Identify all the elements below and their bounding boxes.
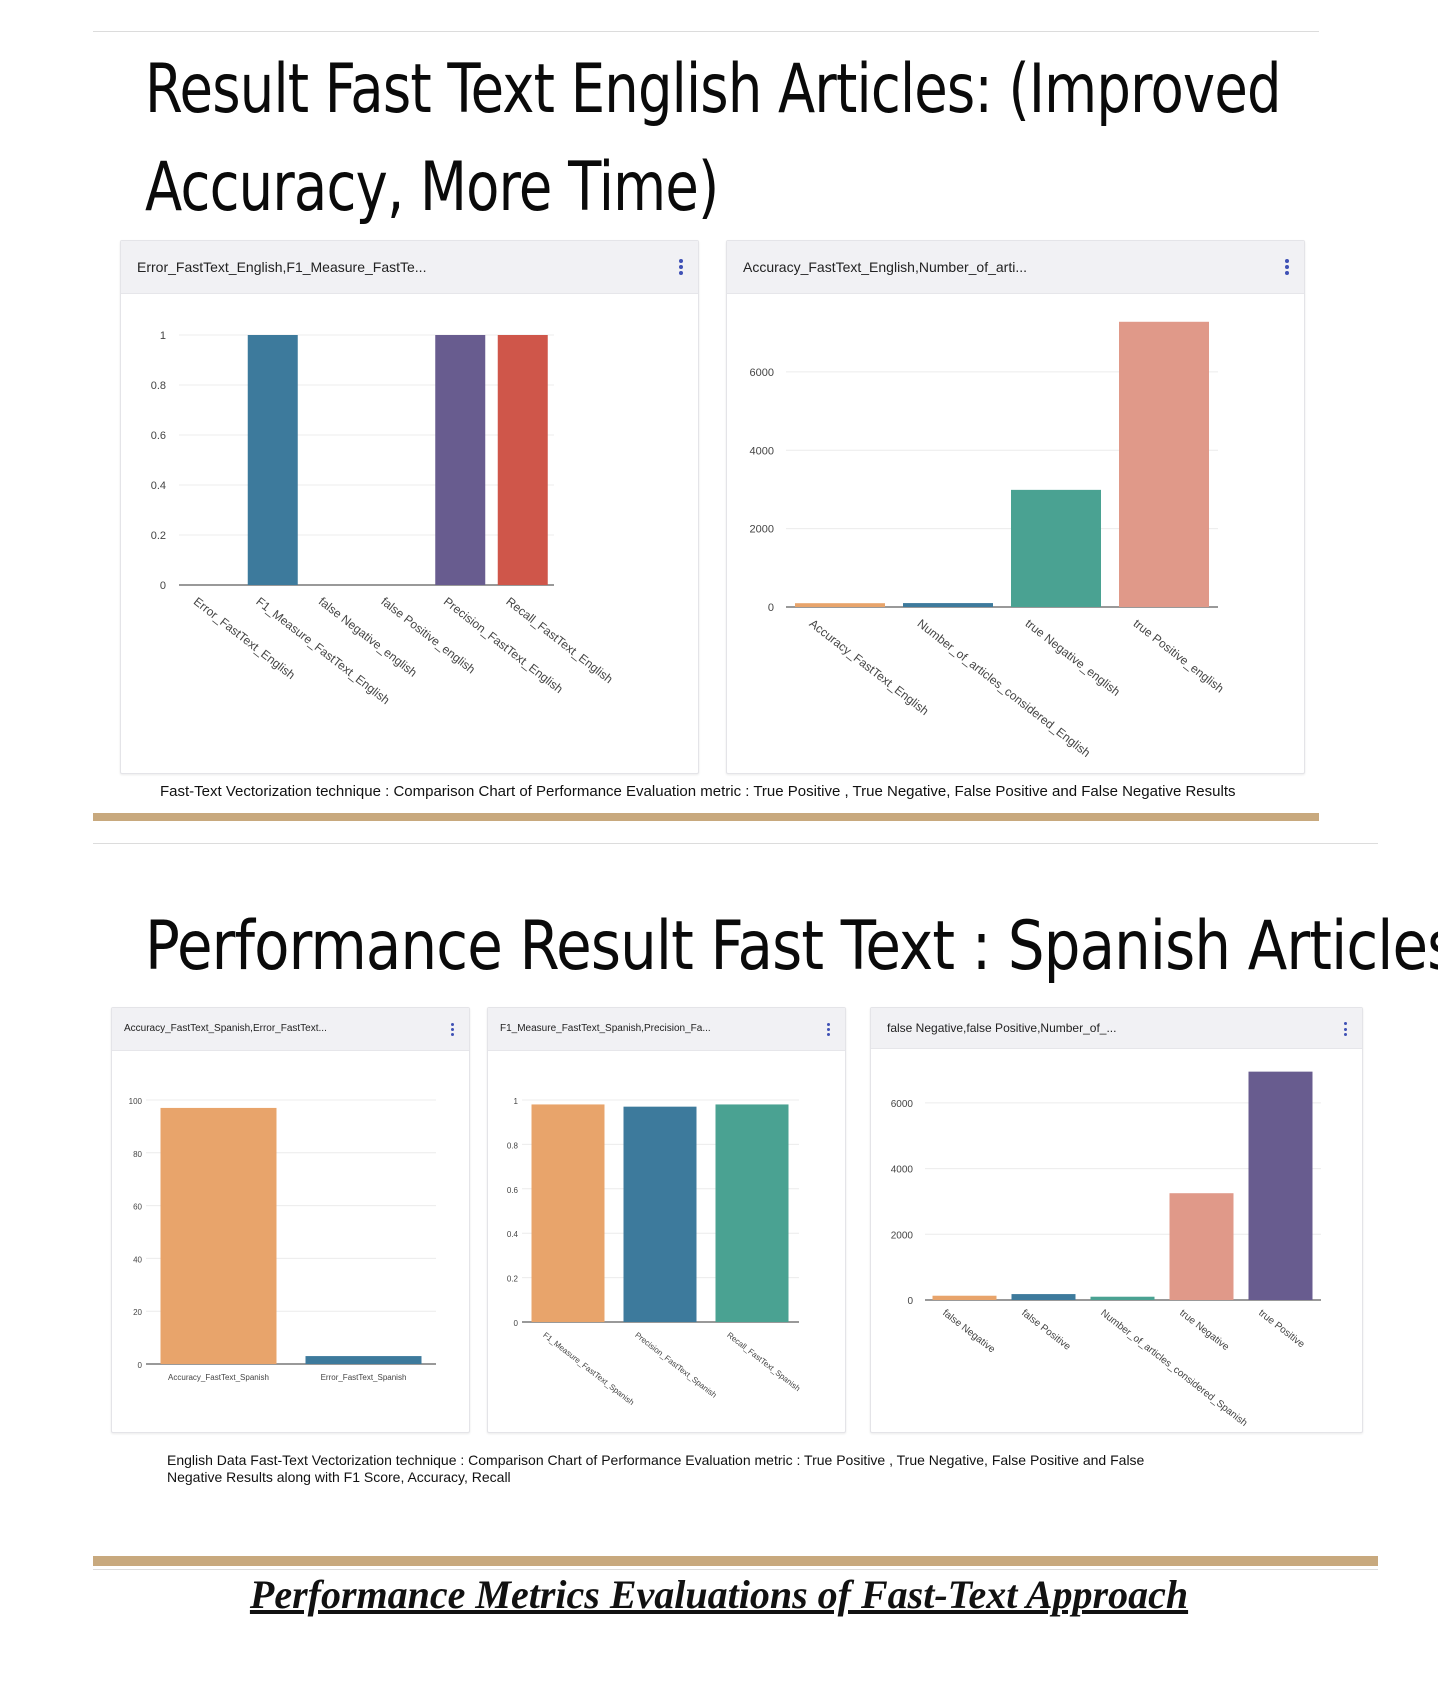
y-tick-label: 0.4 — [507, 1230, 519, 1239]
y-tick-label: 4000 — [891, 1165, 914, 1176]
y-tick-label: 40 — [133, 1255, 142, 1264]
y-tick-label: 4000 — [750, 445, 774, 457]
bar[interactable] — [715, 1104, 789, 1322]
section1-title-line1: Result Fast Text English Articles: (Impr… — [145, 50, 1282, 129]
chart-spanish-scores: 0 0.2 0.4 0.6 0.8 1 F1_Measure_FastText_Spanis… — [507, 1097, 802, 1407]
y-tick-label: 0 — [160, 580, 166, 592]
top-rule — [93, 31, 1319, 32]
card-title: Error_FastText_English,F1_Measure_FastTe… — [137, 259, 427, 275]
bar[interactable] — [1119, 321, 1209, 607]
bar[interactable] — [932, 1295, 997, 1300]
bar[interactable] — [623, 1106, 697, 1322]
x-category-label: Recall_FastText_English — [503, 594, 615, 686]
y-tick-label: 6000 — [891, 1099, 914, 1110]
y-tick-label: 80 — [133, 1150, 142, 1159]
y-tick-label: 1 — [160, 330, 166, 342]
x-category-label: F1_Measure_FastText_Spanish — [541, 1330, 636, 1407]
x-category-label: Number_of_articles_considered_English — [915, 616, 1093, 760]
x-category-label: Error_FastText_English — [191, 594, 298, 682]
y-tick-label: 0 — [514, 1319, 519, 1328]
chart-card-spanish-scores: F1_Measure_FastText_Spanish,Precision_Fa… — [487, 1007, 846, 1433]
bar[interactable] — [1090, 1296, 1155, 1300]
x-category-label: true Positive — [1256, 1308, 1306, 1351]
section2-rule — [93, 1556, 1378, 1566]
y-tick-label: 2000 — [750, 524, 774, 536]
card-header: Accuracy_FastText_English,Number_of_arti… — [727, 241, 1304, 294]
card-title: Accuracy_FastText_English,Number_of_arti… — [743, 259, 1028, 275]
chart-card-spanish-counts: false Negative,false Positive,Number_of_… — [870, 1007, 1363, 1433]
section2-caption-line2: Negative Results along with F1 Score, Ac… — [167, 1469, 511, 1485]
y-tick-label: 0.4 — [151, 480, 166, 492]
y-tick-label: 0 — [138, 1361, 143, 1370]
section1-rule — [93, 813, 1319, 821]
chart-english-metrics: 0 0.2 0.4 0.6 0.8 1 Error_FastText_EnglishF1_M… — [151, 330, 616, 707]
x-category-label: Accuracy_FastText_English — [807, 616, 932, 718]
y-tick-label: 0 — [907, 1296, 913, 1307]
card-header: false Negative,false Positive,Number_of_… — [871, 1008, 1362, 1049]
section1-title-line2: Accuracy, More Time) — [145, 148, 719, 227]
chart-english-counts: 0 2000 4000 6000 Accuracy_FastText_EnglishNu… — [750, 321, 1227, 760]
x-category-label: Precision_FastText_English — [441, 594, 566, 696]
more-options-icon[interactable] — [823, 1023, 833, 1036]
more-options-icon[interactable] — [1282, 259, 1292, 275]
card-header: Error_FastText_English,F1_Measure_FastTe… — [121, 241, 698, 294]
bar[interactable] — [1011, 1294, 1076, 1300]
y-tick-label: 0.2 — [507, 1275, 519, 1284]
section2-top-rule — [93, 843, 1378, 844]
more-options-icon[interactable] — [1340, 1022, 1350, 1036]
bar[interactable] — [531, 1104, 605, 1322]
section2-rule-under — [93, 1569, 1378, 1570]
chart-card-spanish-accuracy: Accuracy_FastText_Spanish,Error_FastText… — [111, 1007, 470, 1433]
x-category-label: true Positive_english — [1131, 616, 1227, 695]
footer-title: Performance Metrics Evaluations of Fast-… — [249, 1572, 1189, 1617]
chart-spanish-accuracy: 0 20 40 60 80 100 Accuracy_FastText_Spanish Err… — [129, 1097, 436, 1382]
more-options-icon[interactable] — [447, 1023, 457, 1036]
y-tick-label: 0.6 — [507, 1186, 519, 1195]
card-title: F1_Measure_FastText_Spanish,Precision_Fa… — [500, 1023, 711, 1034]
bar[interactable] — [1248, 1071, 1313, 1300]
bar[interactable] — [160, 1107, 277, 1364]
bar[interactable] — [435, 335, 486, 585]
bar[interactable] — [497, 335, 548, 585]
y-tick-label: 6000 — [750, 367, 774, 379]
y-tick-label: 2000 — [891, 1230, 914, 1241]
section1-caption: Fast-Text Vectorization technique : Comp… — [160, 783, 1236, 800]
section2-caption-line1: English Data Fast-Text Vectorization tec… — [167, 1452, 1145, 1468]
x-category-label: Error_FastText_Spanish — [321, 1373, 407, 1382]
y-tick-label: 0.2 — [151, 530, 166, 542]
bar[interactable] — [305, 1356, 422, 1364]
y-tick-label: 0.8 — [507, 1141, 519, 1150]
y-tick-label: 0.6 — [151, 430, 166, 442]
y-tick-label: 100 — [129, 1097, 143, 1106]
x-category-label: false Positive — [1019, 1308, 1073, 1353]
y-tick-label: 20 — [133, 1308, 142, 1317]
x-category-label: Recall_FastText_Spanish — [725, 1330, 802, 1393]
more-options-icon[interactable] — [676, 259, 686, 275]
x-category-label: Precision_FastText_Spanish — [633, 1330, 718, 1399]
card-title: Accuracy_FastText_Spanish,Error_FastText… — [124, 1023, 327, 1034]
x-category-label: false Negative — [940, 1308, 997, 1356]
bar[interactable] — [1169, 1193, 1234, 1300]
chart-card-english-metrics: Error_FastText_English,F1_Measure_FastTe… — [120, 240, 699, 774]
chart-card-english-counts: Accuracy_FastText_English,Number_of_arti… — [726, 240, 1305, 774]
bar[interactable] — [903, 603, 993, 607]
x-category-label: Number_of_articles_considered_Spanish — [1098, 1308, 1249, 1429]
x-category-label: Accuracy_FastText_Spanish — [168, 1373, 269, 1382]
x-category-label: true Negative_english — [1023, 616, 1123, 698]
card-header: Accuracy_FastText_Spanish,Error_FastText… — [112, 1008, 469, 1051]
chart-spanish-counts: 0 2000 4000 6000 false Negative false Positiv… — [891, 1071, 1321, 1429]
card-title: false Negative,false Positive,Number_of_… — [887, 1021, 1117, 1035]
card-header: F1_Measure_FastText_Spanish,Precision_Fa… — [488, 1008, 845, 1051]
y-tick-label: 60 — [133, 1203, 142, 1212]
y-tick-label: 0 — [768, 602, 774, 614]
y-tick-label: 1 — [514, 1097, 519, 1106]
section2-title: Performance Result Fast Text : Spanish A… — [145, 907, 1438, 986]
bar[interactable] — [247, 335, 298, 585]
y-tick-label: 0.8 — [151, 380, 166, 392]
bar[interactable] — [1011, 489, 1101, 607]
bar[interactable] — [795, 603, 885, 607]
x-category-label: true Negative — [1177, 1308, 1231, 1354]
x-category-label: F1_Measure_FastText_English — [253, 594, 392, 707]
